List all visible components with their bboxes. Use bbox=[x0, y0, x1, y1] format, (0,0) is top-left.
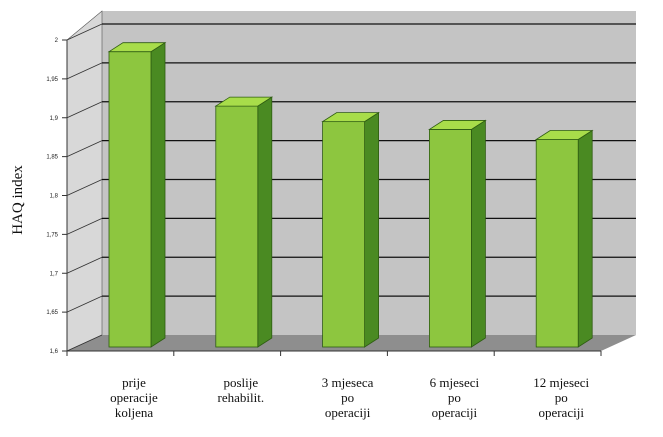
bar-side-face bbox=[150, 41, 166, 348]
x-category-label-line: poslije bbox=[223, 375, 258, 390]
x-category-label-line: po bbox=[448, 390, 461, 405]
y-tick-label: 1,75 bbox=[46, 232, 58, 238]
x-category-label-line: rehabilit. bbox=[218, 390, 265, 405]
y-axis-title: HAQ index bbox=[10, 165, 26, 235]
x-axis-labels: prije operacije koljena poslije rehabilit. 3 … bbox=[110, 375, 589, 420]
bar-top-face bbox=[321, 112, 380, 123]
x-category-label: poslije rehabilit. bbox=[218, 375, 265, 405]
x-category-label: 3 mjeseca po operaciji bbox=[322, 375, 374, 420]
gridline-side bbox=[66, 140, 103, 158]
bar-front-face bbox=[322, 121, 366, 348]
bar-side-face bbox=[577, 129, 593, 348]
chart-side-wall bbox=[66, 10, 103, 352]
x-category-label-line: operacije bbox=[110, 390, 158, 405]
gridline-side bbox=[66, 101, 103, 119]
bar-side-face bbox=[470, 119, 486, 348]
y-tick-label: 1,9 bbox=[50, 116, 59, 122]
bar-2 bbox=[214, 96, 274, 348]
bar-front-face bbox=[108, 51, 152, 348]
gridline-side bbox=[66, 62, 103, 80]
gridline-side bbox=[66, 334, 103, 352]
y-axis-ticks: 1,6 1,65 1,7 1,75 1,8 1,85 1,9 1,95 2 bbox=[46, 38, 602, 356]
y-tick-label: 1,65 bbox=[46, 310, 58, 316]
x-category-label-line: operaciji bbox=[538, 405, 584, 420]
x-category-label-line: koljena bbox=[115, 405, 153, 420]
x-category-label-line: po bbox=[555, 390, 568, 405]
bar-3 bbox=[321, 111, 380, 348]
bars bbox=[107, 41, 594, 348]
y-tick-label: 1,7 bbox=[50, 271, 59, 277]
x-category-label-line: 3 mjeseca bbox=[322, 375, 374, 390]
x-category-label-line: 6 mjeseci bbox=[430, 375, 480, 390]
x-category-label: 6 mjeseci po operaciji bbox=[430, 375, 480, 420]
bar-side-face bbox=[364, 111, 380, 348]
y-tick-label: 1,6 bbox=[50, 349, 59, 355]
bar-1 bbox=[107, 41, 167, 348]
gridline-side bbox=[66, 23, 103, 41]
bar-top-face bbox=[428, 120, 487, 130]
x-category-label: 12 mjeseci po operaciji bbox=[533, 375, 589, 420]
bar-front-face bbox=[535, 139, 579, 348]
x-category-label: prije operacije koljena bbox=[110, 375, 158, 420]
bar-top-face bbox=[214, 96, 274, 107]
gridline-side bbox=[66, 295, 103, 313]
bar-front-face bbox=[428, 129, 472, 348]
x-category-label-line: operaciji bbox=[325, 405, 371, 420]
y-tick-label: 1,8 bbox=[50, 194, 59, 200]
x-category-label-line: prije bbox=[122, 375, 146, 390]
x-category-label-line: 12 mjeseci bbox=[533, 375, 589, 390]
y-tick-label: 2 bbox=[55, 38, 59, 44]
bar-side-face bbox=[257, 96, 273, 348]
bar-5 bbox=[534, 129, 594, 348]
bar-top-face bbox=[107, 42, 167, 53]
gridline-side bbox=[66, 179, 103, 196]
x-category-label-line: po bbox=[341, 390, 354, 405]
bar-front-face bbox=[215, 105, 259, 348]
y-tick-label: 1,95 bbox=[46, 77, 58, 83]
bar-4 bbox=[428, 119, 487, 348]
gridline-side bbox=[66, 217, 103, 235]
gridline-side bbox=[66, 256, 103, 274]
x-category-label-line: operaciji bbox=[432, 405, 478, 420]
y-tick-label: 1,85 bbox=[46, 155, 58, 161]
bar-top-face bbox=[534, 130, 594, 140]
